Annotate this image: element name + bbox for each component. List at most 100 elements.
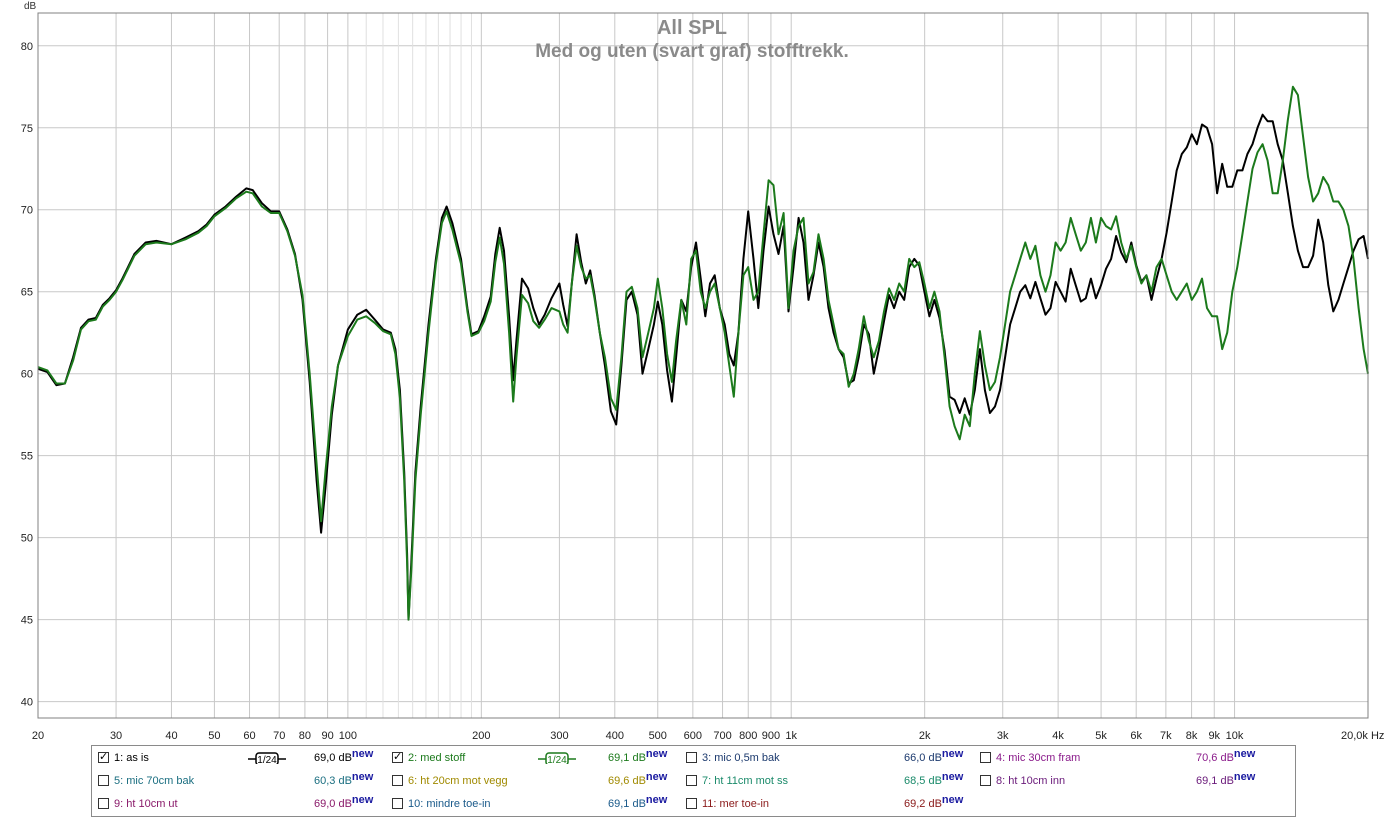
legend-label: 4: mic 30cm fram [996,752,1081,764]
x-tick-label: 7k [1160,730,1172,742]
y-tick-label: 65 [21,287,33,299]
legend-item: 3: mic 0,5m bak 66,0 dBnew [686,748,976,767]
y-axis-label: dB [24,1,37,12]
x-tick-label: 400 [606,730,624,742]
new-badge: new [351,771,374,783]
x-tick-label: 4k [1052,730,1064,742]
x-tick-label: 5k [1095,730,1107,742]
x-tick-label: 3k [997,730,1009,742]
legend-label: 5: mic 70cm bak [114,775,195,787]
legend-checkbox[interactable] [392,798,403,809]
x-tick-label: 6k [1130,730,1142,742]
legend-value: 68,5 dBnew [904,771,964,787]
y-tick-label: 40 [21,697,33,709]
legend-checkbox[interactable] [392,775,403,786]
legend-label: 10: mindre toe-in [408,798,491,810]
legend-value: 69,1 dBnew [608,748,668,764]
new-badge: new [1233,771,1256,783]
x-tick-label: 50 [208,730,220,742]
series-layer [37,85,1369,621]
series-line-1 [37,113,1369,621]
new-badge: new [645,794,668,806]
legend-item: 7: ht 11cm mot ss 68,5 dBnew [686,771,976,790]
plot-frame [37,12,1369,719]
y-tick-label: 70 [21,205,33,217]
new-badge: new [1233,748,1256,760]
legend-label: 11: mer toe-in [702,798,770,810]
smoothing-indicator[interactable]: 1/24 [248,752,286,764]
legend-value: 69,6 dBnew [608,771,668,787]
legend-item: ✓ 2: med stoff 1/24 69,1 dBnew [392,748,682,767]
legend-checkbox[interactable] [686,775,697,786]
x-tick-label: 600 [684,730,702,742]
legend-value: 69,1 dBnew [1196,771,1256,787]
chart-subtitle: Med og uten (svart graf) stofftrekk. [535,41,849,62]
x-tick-label: 20 [32,730,44,742]
legend-item: 11: mer toe-in 69,2 dBnew [686,794,976,813]
x-tick-label: 200 [472,730,490,742]
legend-item: 5: mic 70cm bak 60,3 dBnew [98,771,388,790]
tick-labels: 40 45 50 55 60 65 70 75 80 20 30 40 50 60 70 80 90 100 200… [21,41,1385,742]
y-tick-label: 75 [21,123,33,135]
y-tick-label: 60 [21,369,33,381]
legend-value: 69,2 dBnew [904,794,964,810]
legend-item: 8: ht 10cm inn 69,1 dBnew [980,771,1270,790]
legend-panel: ✓ 1: as is 1/24 69,0 dBnew ✓ 2: med stoff 1/24… [91,745,1296,817]
legend-checkbox[interactable]: ✓ [98,751,109,763]
legend-label: 6: ht 20cm mot vegg [408,775,508,787]
x-tick-label: 500 [649,730,667,742]
new-badge: new [351,748,374,760]
legend-value: 66,0 dBnew [904,748,964,764]
spl-chart: All SPL Med og uten (svart graf) stofftr… [21,1,1385,742]
legend-label: 2: med stoff [408,752,466,764]
legend-item: 4: mic 30cm fram 70,6 dBnew [980,748,1270,767]
legend-value: 60,3 dBnew [314,771,374,787]
legend-value: 70,6 dBnew [1196,748,1256,764]
chart-title: All SPL [657,17,727,39]
x-tick-label: 900 [762,730,780,742]
legend-item: 6: ht 20cm mot vegg 69,6 dBnew [392,771,682,790]
new-badge: new [941,748,964,760]
x-tick-label: 10k [1226,730,1244,742]
legend-label: 9: ht 10cm ut [114,798,178,810]
legend-checkbox[interactable] [98,798,109,809]
x-tick-label: 8k [1186,730,1198,742]
x-tick-label: 70 [273,730,285,742]
x-tick-label: 20,0k Hz [1341,730,1384,742]
legend-checkbox[interactable]: ✓ [392,751,403,763]
legend-label: 3: mic 0,5m bak [702,752,780,764]
new-badge: new [351,794,374,806]
x-tick-label: 90 [321,730,333,742]
series-line-2 [37,85,1369,621]
x-tick-label: 30 [110,730,122,742]
x-tick-label: 800 [739,730,757,742]
smoothing-label: 1/24 [547,755,567,764]
legend-checkbox[interactable] [980,775,991,786]
legend-value: 69,0 dBnew [314,794,374,810]
x-tick-label: 9k [1208,730,1220,742]
legend-checkbox[interactable] [980,752,991,763]
legend-item: 9: ht 10cm ut 69,0 dBnew [98,794,388,813]
legend-checkbox[interactable] [98,775,109,786]
x-tick-label: 80 [299,730,311,742]
new-badge: new [941,794,964,806]
new-badge: new [645,771,668,783]
y-tick-label: 55 [21,451,33,463]
smoothing-indicator[interactable]: 1/24 [538,752,576,764]
x-tick-label: 2k [919,730,931,742]
x-tick-label: 100 [339,730,357,742]
legend-label: 1: as is [114,752,149,764]
grid [37,13,1369,718]
legend-value: 69,1 dBnew [608,794,668,810]
x-tick-label: 1k [785,730,797,742]
y-tick-label: 80 [21,41,33,53]
y-tick-label: 45 [21,615,33,627]
legend-label: 8: ht 10cm inn [996,775,1066,787]
legend-checkbox[interactable] [686,752,697,763]
legend-checkbox[interactable] [686,798,697,809]
x-tick-label: 60 [243,730,255,742]
x-tick-label: 40 [165,730,177,742]
legend-label: 7: ht 11cm mot ss [702,775,788,787]
x-tick-label: 700 [713,730,731,742]
new-badge: new [941,771,964,783]
